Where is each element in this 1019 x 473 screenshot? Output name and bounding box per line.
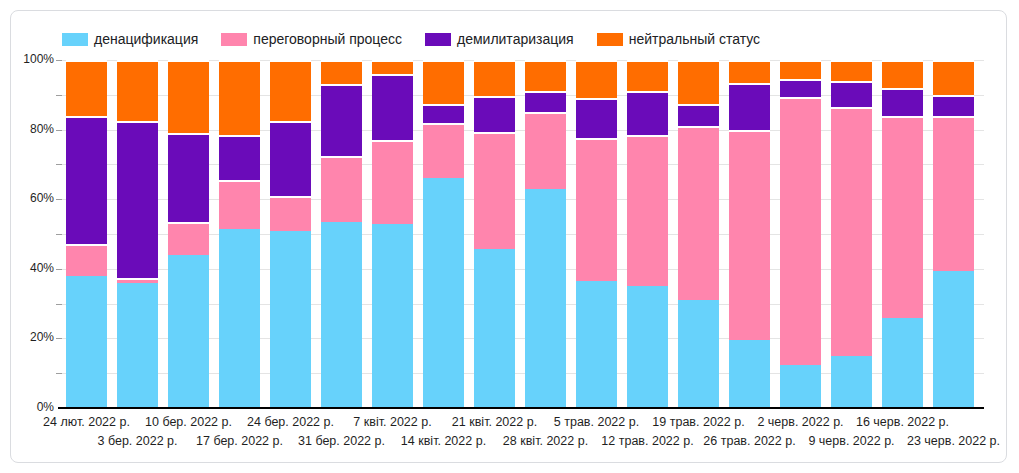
x-axis-label: 26 трав. 2022 р. (703, 434, 795, 448)
x-axis-label: 24 бер. 2022 р. (247, 415, 334, 429)
x-axis-labels: 24 лют. 2022 р. 3 бер. 2022 р. 10 бер. 202… (0, 0, 1019, 473)
x-axis-label: 24 лют. 2022 р. (43, 415, 130, 429)
x-axis-label: 23 черв. 2022 р. (907, 434, 1000, 448)
x-axis-label: 16 черв. 2022 р. (856, 415, 949, 429)
x-axis-label: 7 квіт. 2022 р. (353, 415, 431, 429)
x-axis-label: 9 черв. 2022 р. (808, 434, 894, 448)
x-axis-label: 17 бер. 2022 р. (196, 434, 283, 448)
x-axis-label: 3 бер. 2022 р. (98, 434, 178, 448)
x-axis-label: 28 квіт. 2022 р. (503, 434, 588, 448)
x-axis-label: 2 черв. 2022 р. (757, 415, 843, 429)
x-axis-label: 12 трав. 2022 р. (601, 434, 693, 448)
chart-page: денацификация переговорный процесс демил… (0, 0, 1019, 473)
x-axis-label: 10 бер. 2022 р. (145, 415, 232, 429)
x-axis-label: 21 квіт. 2022 р. (452, 415, 537, 429)
x-axis-label: 14 квіт. 2022 р. (401, 434, 486, 448)
x-axis-label: 31 бер. 2022 р. (298, 434, 385, 448)
x-axis-label: 5 трав. 2022 р. (554, 415, 639, 429)
x-axis-label: 19 трав. 2022 р. (652, 415, 744, 429)
